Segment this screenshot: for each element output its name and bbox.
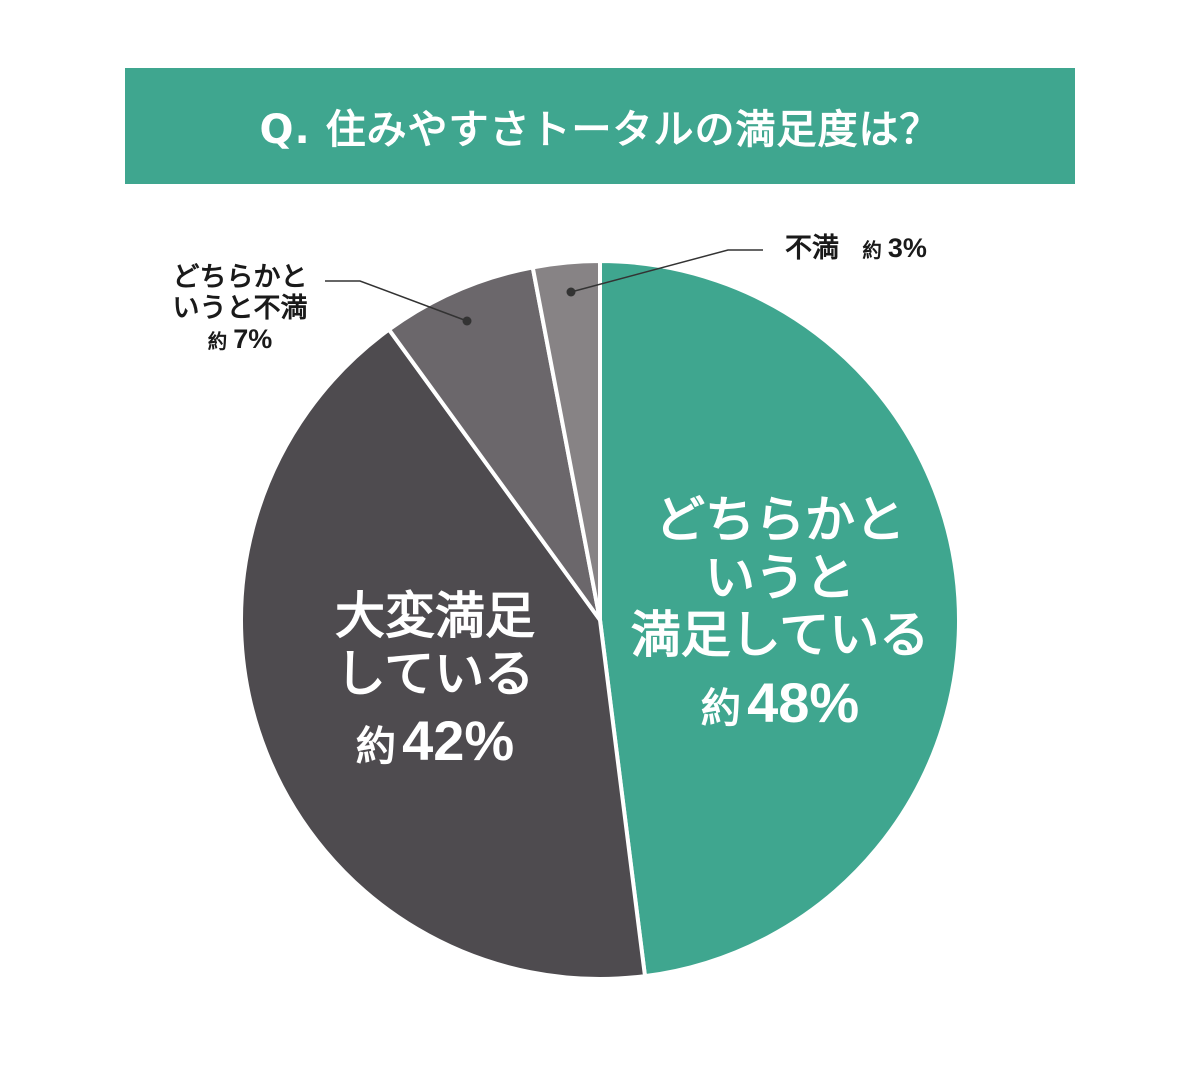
label-line: どちらかと: [655, 491, 905, 549]
approx-prefix: 約: [862, 239, 882, 262]
percent-value: 3%: [887, 233, 927, 263]
leader-line-somewhat-dissatisfied: [325, 280, 468, 322]
pie-slices: [239, 259, 961, 981]
label-somewhat-satisfied: どちらかと いうと 満足している 約 48%: [600, 491, 960, 736]
leader-line-dissatisfied: [570, 249, 763, 293]
approx-prefix: 約: [700, 684, 742, 732]
leader-lines: [325, 249, 763, 326]
leader-dot-dissatisfied: [566, 287, 576, 297]
label-line: 大変満足: [335, 587, 535, 645]
percent-value: 42%: [402, 709, 515, 772]
label-dissatisfied: 不満 約 3%: [785, 233, 945, 264]
label-line: どちらかと: [172, 262, 308, 293]
slice-somewhat-satisfied: [598, 259, 961, 979]
approx-prefix: 約: [355, 723, 397, 770]
label-line: いうと不満: [172, 293, 308, 325]
approx-prefix: 約: [207, 330, 228, 354]
label-line: 不満: [785, 233, 839, 264]
chart-title-bar: Q. 住みやすさトータルの満足度は？: [125, 68, 1075, 184]
chart-title: Q. 住みやすさトータルの満足度は？: [259, 107, 941, 153]
percent-value: 7%: [233, 324, 273, 355]
leader-dot-somewhat-dissatisfied: [462, 316, 472, 326]
label-line: している: [335, 644, 535, 703]
label-line: 満足している: [630, 606, 930, 664]
slice-somewhat-dissatisfied: [386, 265, 602, 622]
label-line: いうと: [705, 548, 855, 607]
label-somewhat-dissatisfied: どちらかと いうと不満 約 7%: [150, 262, 330, 355]
label-very-satisfied: 大変満足 している 約 42%: [285, 587, 585, 774]
slice-dissatisfied: [530, 259, 602, 622]
percent-value: 48%: [747, 670, 860, 734]
slice-very-satisfied: [239, 327, 647, 981]
